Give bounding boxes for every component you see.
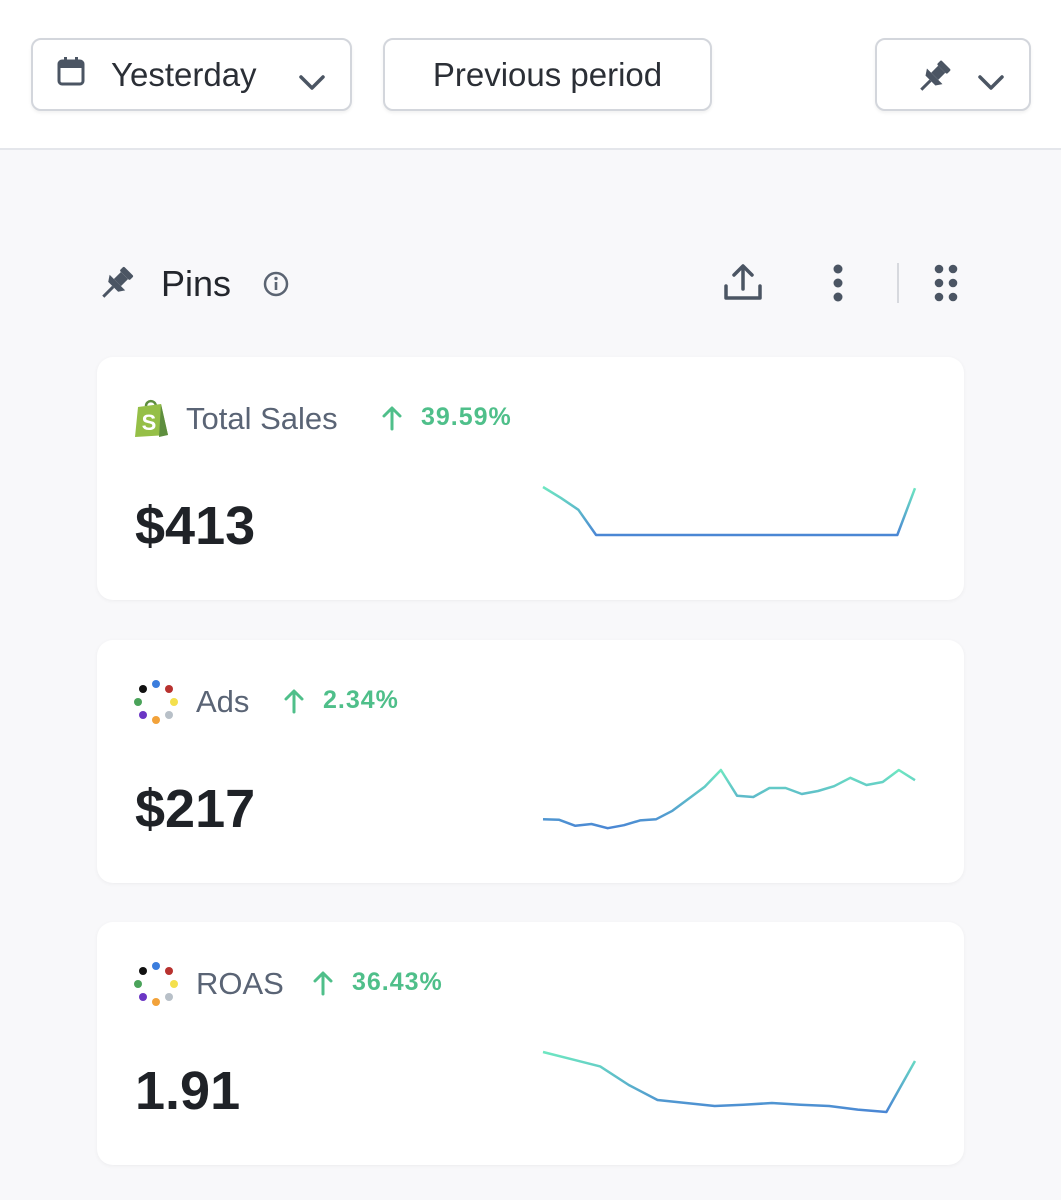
- delta-badge: 39.59%: [381, 403, 512, 432]
- delta-badge: 2.34%: [283, 686, 399, 715]
- pins-section-header: Pins: [95, 255, 965, 315]
- metric-value: $413: [135, 496, 256, 556]
- info-icon[interactable]: [262, 270, 290, 303]
- sparkline-path: [542, 485, 917, 537]
- metric-value: $217: [135, 779, 256, 839]
- metric-card-total-sales[interactable]: S Total Sales 39.59% $413: [97, 357, 964, 600]
- chevron-down-icon: [977, 62, 1005, 100]
- metric-name: ROAS: [196, 966, 284, 1001]
- compare-period-label: Previous period: [432, 55, 663, 93]
- sparkline-path: [542, 768, 916, 830]
- compare-period-button[interactable]: Previous period: [383, 38, 712, 111]
- sparkline: [542, 485, 917, 537]
- ads-dots-icon: [133, 962, 179, 1013]
- metric-card-roas[interactable]: ROAS 36.43% 1.91: [97, 922, 964, 1165]
- metric-card-ads[interactable]: Ads 2.34% $217: [97, 640, 964, 883]
- metric-value: 1.91: [135, 1061, 241, 1121]
- ads-dots-icon: [133, 680, 179, 731]
- date-range-label: Yesterday: [111, 55, 257, 93]
- top-toolbar: Yesterday Previous period: [0, 0, 1061, 150]
- sparkline: [542, 768, 916, 830]
- delta-badge: 36.43%: [312, 968, 443, 997]
- arrow-up-icon: [284, 689, 304, 713]
- delta-value: 36.43%: [352, 968, 443, 996]
- section-title: Pins: [161, 263, 232, 304]
- delta-value: 2.34%: [323, 686, 399, 714]
- pin-menu-dropdown[interactable]: [875, 38, 1031, 111]
- arrow-up-icon: [313, 971, 333, 995]
- metric-name: Ads: [196, 684, 250, 719]
- toolbar-divider: [897, 263, 899, 303]
- arrow-up-icon: [382, 406, 402, 430]
- shopify-bag-icon: S: [133, 397, 173, 444]
- pin-icon: [913, 58, 955, 104]
- more-vertical-icon[interactable]: [828, 263, 848, 310]
- delta-value: 39.59%: [421, 403, 512, 431]
- drag-handle-icon[interactable]: [931, 263, 961, 310]
- chevron-down-icon: [298, 62, 326, 100]
- pin-icon: [95, 263, 137, 310]
- calendar-icon: [57, 56, 85, 94]
- svg-text:S: S: [142, 410, 157, 435]
- sparkline: [542, 1050, 917, 1114]
- sparkline-path: [542, 1050, 917, 1114]
- metric-name: Total Sales: [186, 401, 338, 436]
- export-icon[interactable]: [722, 262, 764, 309]
- date-range-dropdown[interactable]: Yesterday: [31, 38, 352, 111]
